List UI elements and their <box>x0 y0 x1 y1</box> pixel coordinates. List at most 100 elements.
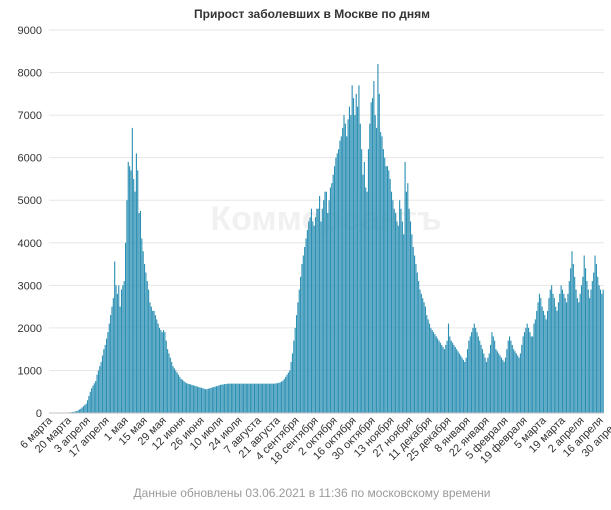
bar <box>241 383 243 413</box>
bar <box>465 357 467 413</box>
bar <box>286 374 288 413</box>
bar <box>85 403 87 413</box>
bar <box>161 332 163 413</box>
bar <box>195 386 197 413</box>
bar <box>312 221 314 413</box>
bar <box>427 319 429 413</box>
bar <box>317 208 319 413</box>
bar <box>210 387 212 413</box>
bar <box>245 383 247 413</box>
bar <box>468 340 470 413</box>
bar <box>130 170 132 413</box>
bar <box>336 153 338 413</box>
bar <box>158 327 161 413</box>
bar <box>491 332 493 413</box>
bar <box>377 64 379 413</box>
bar <box>593 272 595 413</box>
bar <box>437 338 439 413</box>
bar <box>575 289 577 413</box>
bar <box>72 411 74 413</box>
bar <box>485 361 488 413</box>
bar <box>351 85 353 413</box>
bar <box>135 153 137 413</box>
bar <box>587 289 589 413</box>
bar <box>305 238 307 413</box>
bar <box>494 340 496 413</box>
bar <box>122 285 124 413</box>
bar <box>177 374 180 413</box>
bar <box>594 255 596 413</box>
bar <box>371 98 374 413</box>
bar <box>510 340 512 413</box>
bar <box>175 370 177 413</box>
bar <box>395 212 397 413</box>
bar <box>579 293 581 413</box>
bar <box>168 353 170 413</box>
bar <box>452 342 454 413</box>
bar <box>214 386 216 413</box>
bar <box>283 378 285 413</box>
bar <box>200 387 203 413</box>
bar <box>81 407 83 413</box>
bar <box>347 119 349 414</box>
bar <box>441 344 443 413</box>
bar <box>179 376 181 413</box>
bar <box>215 386 218 413</box>
y-tick-label: 3000 <box>18 280 42 292</box>
bar <box>359 123 361 414</box>
bar <box>456 349 458 413</box>
bar <box>233 383 235 413</box>
bar <box>91 388 93 413</box>
bar <box>268 383 270 413</box>
bar <box>447 323 450 413</box>
bar <box>420 293 422 413</box>
bar <box>381 136 383 413</box>
bar <box>308 221 310 413</box>
bar <box>198 387 200 413</box>
bar <box>183 381 185 413</box>
bar <box>513 349 515 413</box>
bar <box>172 366 174 413</box>
bar <box>590 289 592 413</box>
bar <box>464 361 466 413</box>
bar <box>101 355 104 413</box>
bar <box>108 323 110 413</box>
bar <box>457 351 459 413</box>
y-tick-label: 5000 <box>18 195 42 207</box>
bar <box>566 302 568 413</box>
bar <box>438 340 440 413</box>
bar <box>271 383 273 413</box>
bar <box>213 387 215 413</box>
bar <box>450 340 452 413</box>
bar <box>157 323 159 413</box>
y-tick-label: 6000 <box>18 153 42 165</box>
bar <box>561 289 564 413</box>
bar <box>534 319 536 413</box>
bar <box>293 340 295 413</box>
bar <box>479 340 481 413</box>
bar <box>363 161 365 413</box>
bar <box>525 327 527 413</box>
y-tick-label: 0 <box>36 408 42 420</box>
bar <box>211 387 213 413</box>
bar <box>430 327 432 413</box>
bar <box>82 406 85 413</box>
bar <box>196 386 199 413</box>
bar <box>397 225 399 413</box>
bar <box>289 370 291 413</box>
bar <box>404 161 406 413</box>
bar <box>309 217 311 413</box>
bar <box>488 353 490 413</box>
bar <box>320 221 322 413</box>
bar <box>114 261 116 413</box>
bar <box>294 327 296 413</box>
bar <box>129 166 131 413</box>
bar <box>384 157 386 413</box>
bar <box>461 357 463 413</box>
bar <box>380 132 382 413</box>
bar <box>89 391 91 413</box>
bar <box>502 359 504 413</box>
bar <box>184 382 186 413</box>
bar <box>281 381 283 413</box>
